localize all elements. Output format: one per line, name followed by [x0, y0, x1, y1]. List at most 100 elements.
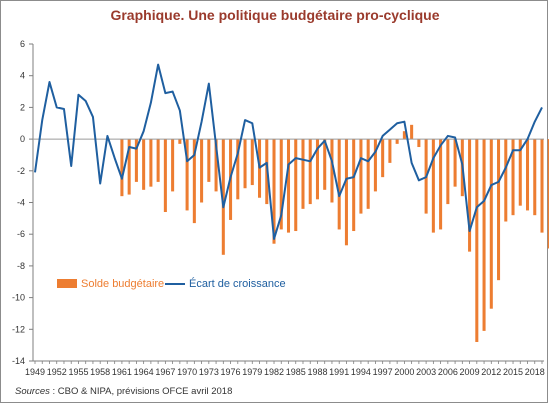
bar-1963 — [134, 139, 138, 182]
x-tick-label: 1985 — [286, 367, 306, 377]
x-tick-label: 1961 — [112, 367, 132, 377]
bar-2012 — [489, 139, 493, 309]
bar-1972 — [200, 139, 204, 203]
bar-2002 — [417, 139, 421, 148]
y-tick-label: -4 — [17, 198, 25, 208]
bar-1971 — [192, 139, 196, 224]
y-tick-label: -8 — [17, 261, 25, 271]
x-tick-label: 2009 — [460, 367, 480, 377]
bar-2019 — [540, 139, 544, 233]
y-tick-label: 2 — [20, 102, 25, 112]
bar-1983 — [279, 139, 283, 230]
y-tick-label: -14 — [12, 356, 25, 366]
bar-1989 — [323, 139, 327, 190]
x-tick-label: 1973 — [199, 367, 219, 377]
bar-1995 — [366, 139, 370, 209]
bar-1997 — [381, 139, 385, 178]
bar-1982 — [272, 139, 276, 244]
x-tick-label: 1964 — [134, 367, 154, 377]
bar-1975 — [221, 139, 225, 255]
line-series-ecart — [34, 63, 543, 240]
bar-1984 — [286, 139, 291, 233]
bar-series-solde — [120, 124, 549, 342]
legend-label-solde: Solde budgétaire — [81, 278, 164, 290]
y-tick-label: 6 — [20, 39, 25, 49]
x-tick-label: 1979 — [242, 367, 262, 377]
bar-1999 — [395, 139, 399, 144]
y-axis-ticks: 6 4 2 0 -2 -4 -6 -8 -10 -12 -14 — [12, 39, 34, 366]
bar-2016 — [518, 139, 522, 206]
bar-1964 — [142, 139, 146, 190]
bar-1966 — [156, 139, 160, 182]
bar-2011 — [482, 139, 486, 331]
legend-swatch-solde — [57, 279, 77, 288]
x-tick-label: 1958 — [90, 367, 110, 377]
x-tick-label: 1991 — [329, 367, 349, 377]
bar-2001 — [410, 124, 414, 140]
bar-1970 — [185, 139, 189, 211]
bar-1987 — [308, 139, 312, 205]
bar-1965 — [149, 139, 153, 187]
x-tick-label: 2018 — [525, 367, 545, 377]
x-tick-label: 2006 — [438, 367, 458, 377]
x-tick-label: 1994 — [351, 367, 371, 377]
x-tick-label: 1955 — [68, 367, 88, 377]
bar-2010 — [475, 139, 479, 342]
x-tick-label: 2012 — [481, 367, 501, 377]
bar-2014 — [504, 139, 508, 222]
bar-2020 — [547, 139, 549, 249]
bar-2018 — [533, 139, 537, 216]
bar-1974 — [214, 139, 218, 192]
y-tick-label: -10 — [12, 293, 25, 303]
legend: Solde budgétaire Écart de croissance — [57, 277, 286, 290]
bar-1961 — [120, 139, 124, 197]
x-tick-label: 2003 — [416, 367, 436, 377]
bar-2017 — [525, 139, 530, 211]
bar-1992 — [344, 139, 348, 246]
bar-2000 — [402, 131, 406, 140]
bar-1962 — [127, 139, 131, 195]
bar-1979 — [250, 139, 254, 186]
x-tick-label: 2000 — [394, 367, 414, 377]
x-tick-label: 1952 — [47, 367, 67, 377]
bar-2013 — [497, 139, 501, 281]
bar-1990 — [330, 139, 334, 203]
source-text: : CBO & NIPA, prévisions OFCE avril 2018 — [49, 386, 233, 397]
x-tick-label: 1967 — [155, 367, 175, 377]
bar-1993 — [352, 139, 356, 232]
chart-title: Graphique. Une politique budgétaire pro-… — [110, 7, 440, 23]
y-tick-label: -2 — [17, 166, 25, 176]
line-ecart-de-croissance — [34, 63, 543, 240]
bar-1986 — [301, 139, 305, 209]
x-tick-label: 1988 — [307, 367, 327, 377]
bar-1985 — [294, 139, 298, 232]
bar-2009 — [468, 139, 472, 252]
bar-2007 — [453, 139, 457, 187]
x-tick-label: 1970 — [177, 367, 197, 377]
bar-2015 — [511, 139, 515, 216]
bar-1968 — [171, 139, 175, 192]
x-tick-label: 1949 — [25, 367, 45, 377]
y-tick-label: -6 — [17, 229, 25, 239]
y-tick-label: 0 — [20, 134, 25, 144]
x-tick-label: 1997 — [373, 367, 393, 377]
bar-2004 — [431, 139, 435, 233]
bar-1996 — [373, 139, 377, 192]
bar-1991 — [337, 139, 341, 230]
bar-1977 — [236, 139, 240, 200]
bar-1973 — [207, 139, 211, 182]
x-tick-label: 2015 — [503, 367, 523, 377]
source-label: Sources — [15, 386, 50, 397]
bar-1978 — [243, 139, 247, 189]
bar-1998 — [388, 139, 392, 163]
bar-1969 — [178, 139, 182, 144]
x-tick-label: 1976 — [221, 367, 241, 377]
legend-label-ecart: Écart de croissance — [189, 277, 286, 290]
bar-2005 — [439, 139, 443, 230]
source-note: Sources : CBO & NIPA, prévisions OFCE av… — [15, 386, 232, 397]
x-axis-ticks: 1949 1952 1955 1958 1961 1964 1967 1970 1973 1976… — [25, 360, 545, 377]
bar-1994 — [359, 139, 363, 214]
y-tick-label: -12 — [12, 324, 25, 334]
